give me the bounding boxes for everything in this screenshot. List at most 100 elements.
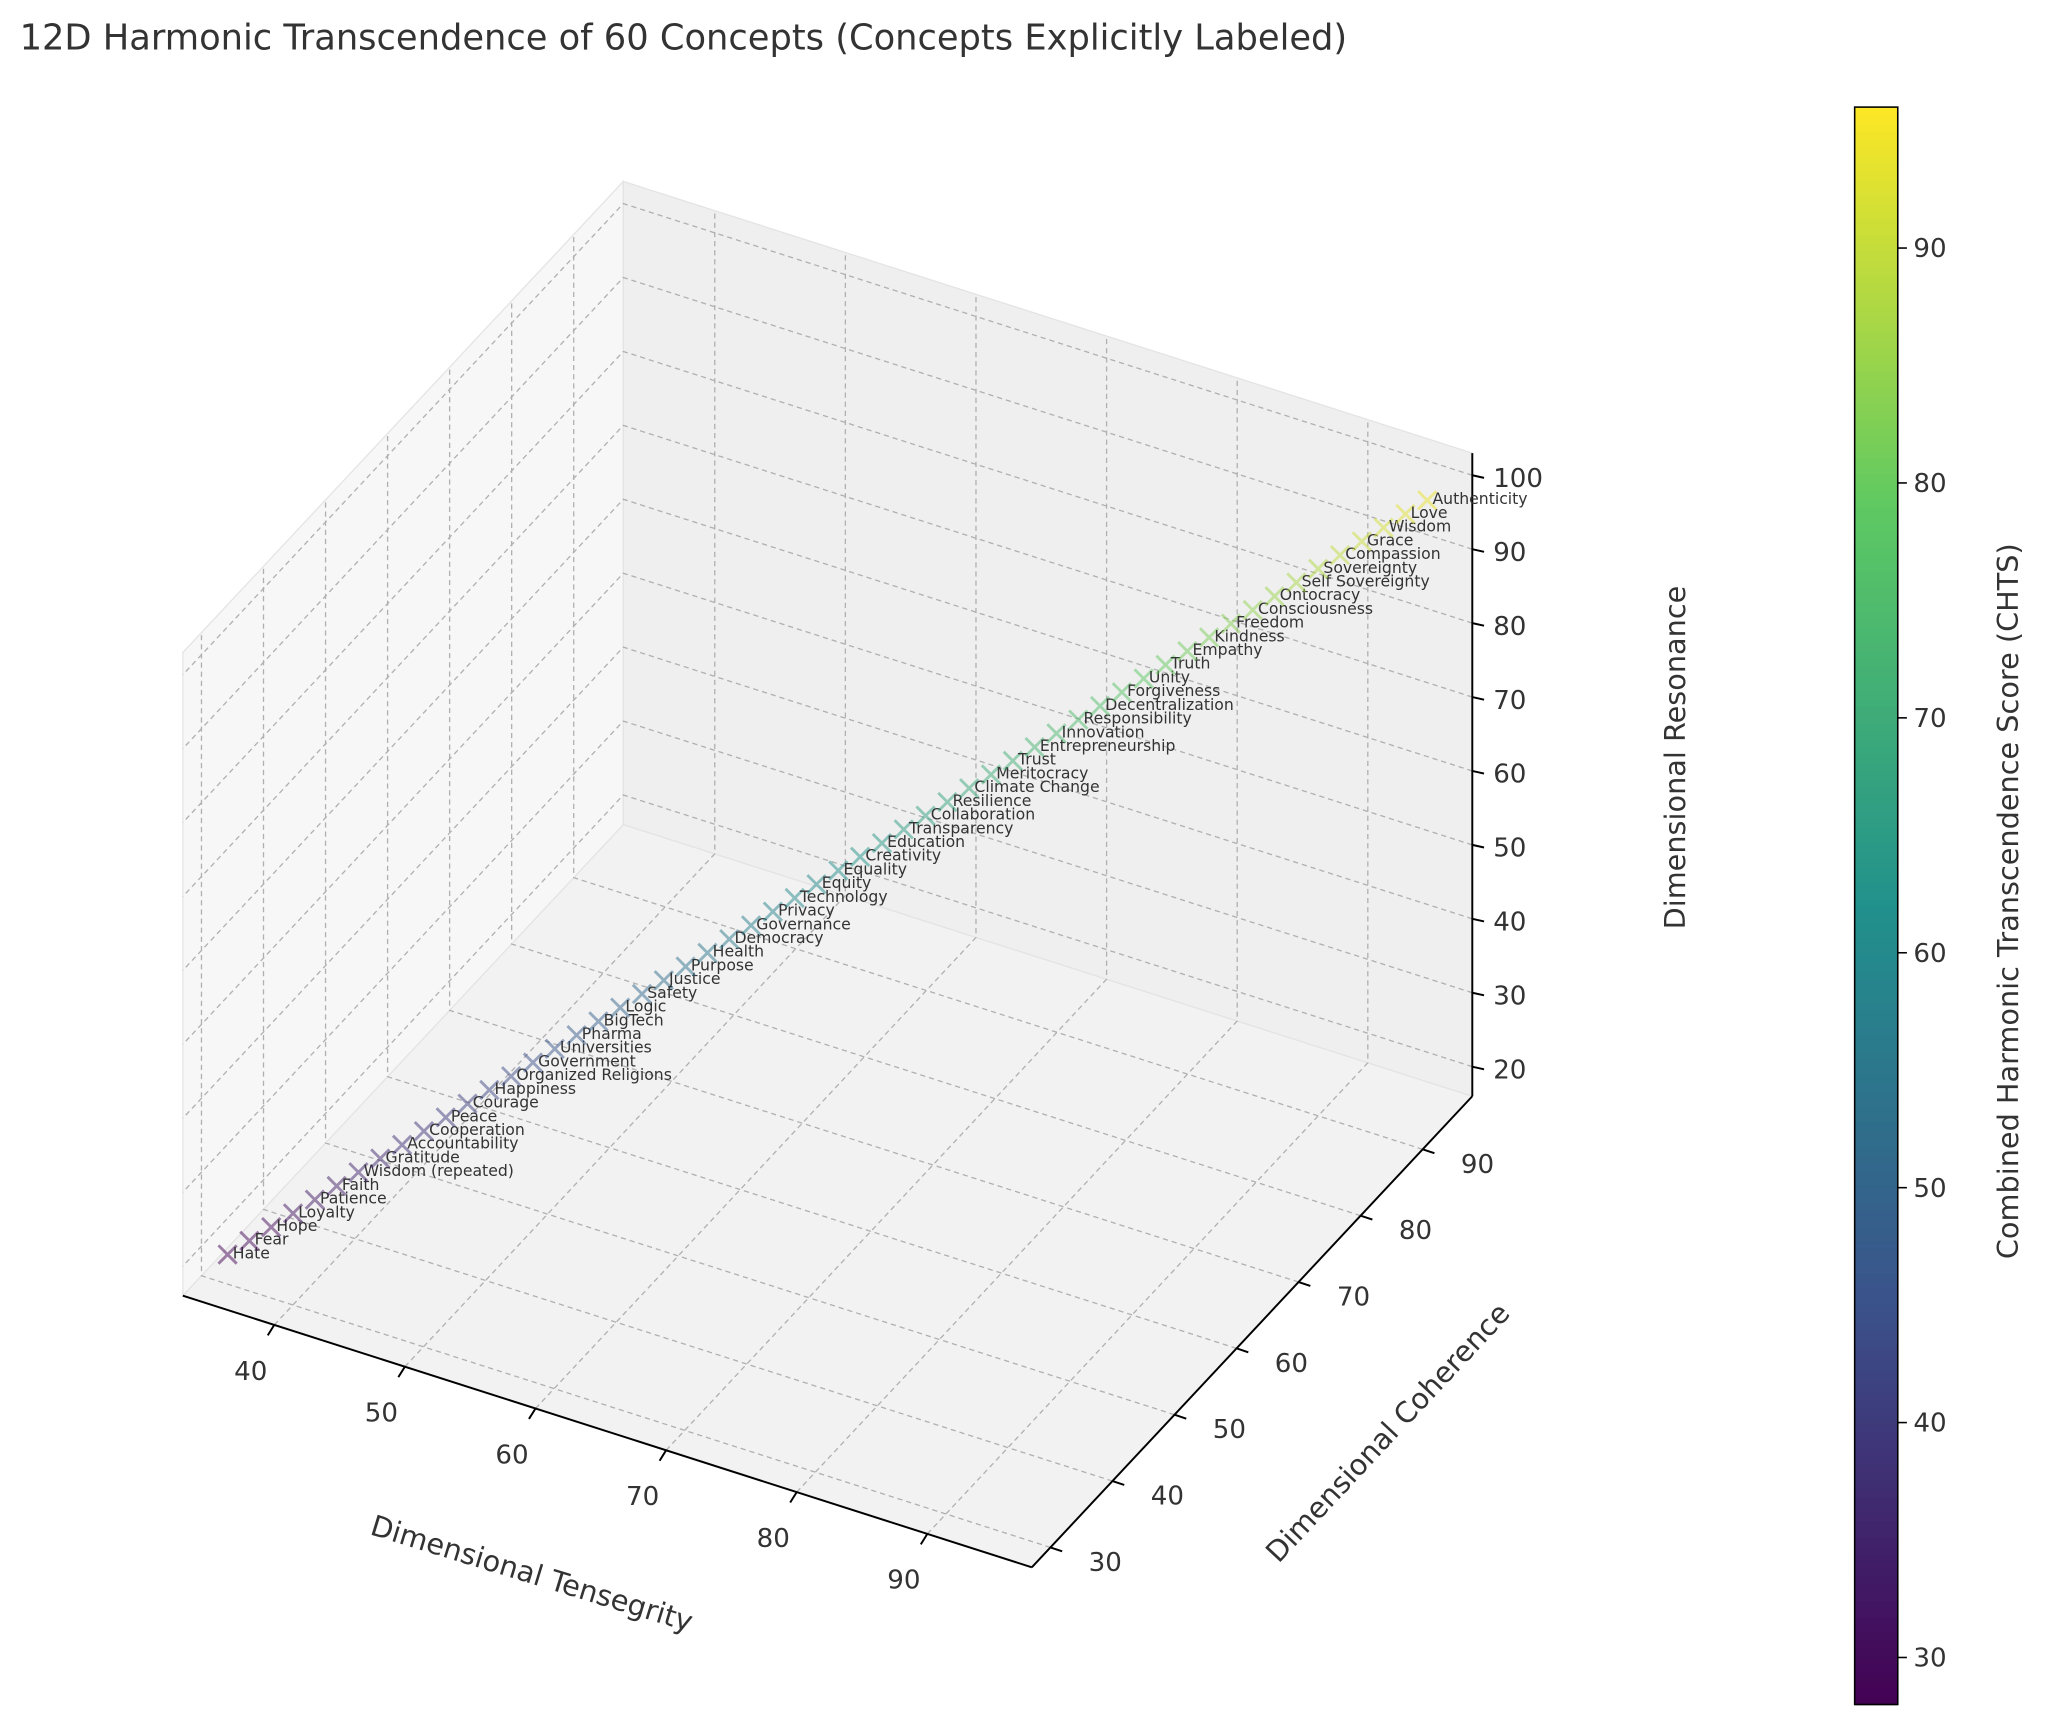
point-label: Patience [320, 1189, 387, 1208]
colorbar-swatch [1854, 1033, 1898, 1043]
colorbar-frame [1853, 106, 1899, 1706]
colorbar-swatch [1854, 1193, 1898, 1203]
y-tick [1360, 1214, 1373, 1221]
colorbar-swatch [1854, 514, 1898, 524]
point [479, 1079, 500, 1101]
point-label: Kindness [1214, 626, 1284, 645]
point [1177, 640, 1198, 662]
colorbar-swatch [1854, 746, 1898, 755]
z-tick [1472, 548, 1485, 553]
point [719, 928, 740, 950]
point [261, 1216, 282, 1238]
point-label: Decentralization [1105, 695, 1234, 714]
colorbar-swatch [1854, 123, 1898, 132]
grid-line [182, 646, 1473, 1119]
colorbar-swatch [1854, 626, 1898, 636]
x-tick-label: 90 [887, 1566, 920, 1596]
grid-line [796, 377, 1238, 1493]
colorbar-swatch [1854, 849, 1898, 859]
colorbar-swatch [1854, 202, 1898, 212]
y-tick [1112, 1480, 1125, 1486]
x-tick [919, 1533, 929, 1545]
point [1373, 517, 1394, 538]
colorbar-swatch [1854, 1337, 1898, 1346]
point [1351, 531, 1372, 552]
colorbar-swatch [1854, 1656, 1898, 1666]
colorbar-swatch [1854, 1241, 1898, 1250]
z-tick [1472, 474, 1485, 479]
z-tick-label: 20 [1493, 1055, 1526, 1085]
point-label: BigTech [604, 1010, 664, 1029]
colorbar-swatch [1854, 163, 1898, 172]
grid-line [324, 499, 1175, 1416]
colorbar-label: Combined Harmonic Transcendence Score (C… [1991, 543, 2025, 1259]
grid-line [273, 210, 716, 1326]
x-tick [658, 1449, 667, 1462]
x-axis-label: Dimensional Tensegrity [367, 1508, 697, 1638]
colorbar-tick-label: 90 [1913, 234, 1946, 264]
colorbar-swatch [1854, 793, 1898, 803]
z-tick-label: 80 [1493, 612, 1526, 642]
colorbar-swatch [1854, 234, 1898, 244]
grid-line [535, 294, 977, 1409]
colorbar-swatch [1854, 482, 1898, 492]
colorbar-swatch [1854, 418, 1898, 428]
point [348, 1162, 369, 1183]
point-label: Authenticity [1432, 489, 1527, 508]
colorbar-swatch [1854, 1073, 1898, 1083]
point-label: Loyalty [298, 1202, 355, 1221]
point-label: Technology [799, 887, 888, 906]
grid-line [182, 498, 1473, 971]
point-label: Freedom [1236, 613, 1304, 632]
colorbar-swatch [1854, 314, 1898, 324]
colorbar-swatch [1854, 1169, 1898, 1179]
colorbar-swatch [1854, 1616, 1898, 1626]
point-label: Courage [473, 1093, 539, 1112]
point [544, 1038, 565, 1059]
colorbar-swatch [1854, 1648, 1898, 1658]
colorbar-swatch [1854, 1464, 1898, 1474]
colorbar-swatch [1854, 1408, 1898, 1418]
colorbar-swatch [1854, 1568, 1898, 1578]
point-label: Collaboration [931, 805, 1035, 824]
point [413, 1120, 435, 1142]
colorbar-swatch [1854, 1089, 1898, 1099]
colorbar-swatch [1854, 107, 1898, 116]
grid-line [200, 632, 1051, 1549]
colorbar-swatch [1854, 402, 1898, 412]
point-label: Purpose [691, 955, 754, 974]
colorbar-swatch [1854, 770, 1898, 779]
colorbar-swatch [1854, 666, 1898, 675]
z-tick [1472, 696, 1485, 701]
plot-root: 12D Harmonic Transcendence of 60 Concept… [20, 18, 2025, 1706]
colorbar-swatch [1854, 282, 1898, 292]
colorbar-swatch [1854, 210, 1898, 220]
colorbar-swatch [1854, 1121, 1898, 1131]
colorbar-swatch [1854, 1400, 1898, 1410]
colorbar-swatch [1854, 1329, 1898, 1338]
colorbar-swatch [1854, 722, 1898, 731]
colorbar-swatch [1854, 131, 1898, 140]
colorbar-swatch [1854, 1688, 1898, 1698]
colorbar-swatch [1854, 538, 1898, 548]
colorbar-swatch [1854, 1600, 1898, 1610]
colorbar-swatch [1854, 1384, 1898, 1394]
point-label: Ontocracy [1280, 585, 1360, 604]
colorbar-swatch [1854, 618, 1898, 628]
point-label: Climate Change [974, 777, 1099, 796]
colorbar-swatch [1854, 977, 1898, 987]
colorbar-swatch [1854, 1504, 1898, 1514]
point [282, 1203, 304, 1224]
colorbar-swatch [1854, 139, 1898, 148]
colorbar-swatch [1854, 386, 1898, 396]
point [828, 860, 849, 881]
z-tick [1472, 843, 1485, 849]
colorbar-swatch [1854, 570, 1898, 580]
point [849, 846, 871, 867]
colorbar-swatch [1854, 1177, 1898, 1187]
colorbar-swatch [1854, 969, 1898, 979]
point [784, 887, 805, 909]
colorbar-swatch [1854, 1448, 1898, 1458]
colorbar-swatch [1854, 682, 1898, 691]
point-label: Consciousness [1258, 599, 1373, 618]
